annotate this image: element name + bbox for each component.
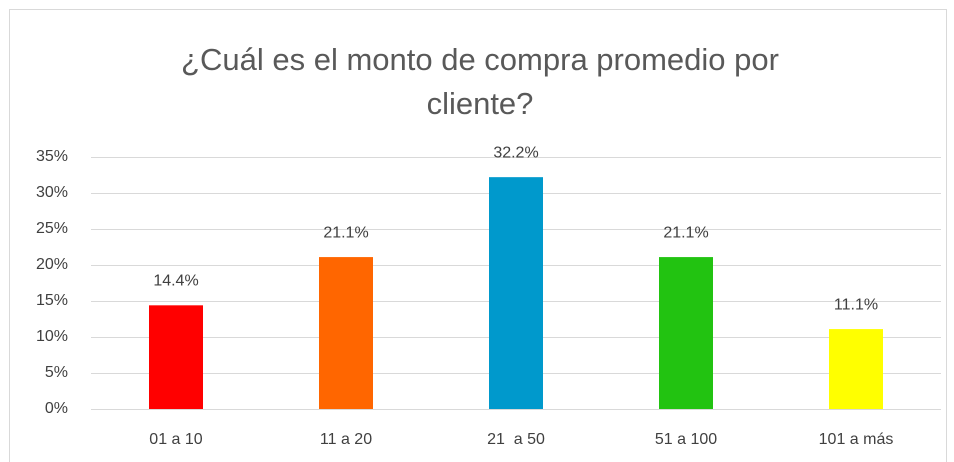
data-label: 21.1% bbox=[663, 224, 708, 241]
x-tick-label: 21 a 50 bbox=[487, 431, 545, 448]
bar bbox=[829, 329, 883, 409]
data-label: 21.1% bbox=[323, 224, 368, 241]
bar bbox=[319, 257, 373, 409]
x-tick-label: 11 a 20 bbox=[320, 431, 372, 448]
x-tick-label: 51 a 100 bbox=[655, 431, 717, 448]
data-label: 32.2% bbox=[493, 144, 538, 161]
data-label: 14.4% bbox=[153, 273, 198, 290]
bar bbox=[149, 305, 203, 409]
x-tick-label: 101 a más bbox=[819, 431, 894, 448]
chart-title: ¿Cuál es el monto de compra promedio por… bbox=[181, 42, 779, 121]
y-tick-label: 5% bbox=[45, 364, 68, 381]
chart-border bbox=[9, 9, 947, 462]
x-tick-label: 01 a 10 bbox=[149, 431, 202, 448]
y-tick-label: 25% bbox=[36, 220, 68, 237]
y-tick-label: 35% bbox=[36, 148, 68, 165]
y-tick-label: 0% bbox=[45, 400, 68, 417]
y-tick-label: 10% bbox=[36, 328, 68, 345]
y-tick-label: 30% bbox=[36, 184, 68, 201]
data-label: 11.1% bbox=[834, 296, 878, 313]
y-tick-label: 20% bbox=[36, 256, 68, 273]
y-tick-label: 15% bbox=[36, 292, 68, 309]
bar bbox=[659, 257, 713, 409]
bar bbox=[489, 177, 543, 409]
